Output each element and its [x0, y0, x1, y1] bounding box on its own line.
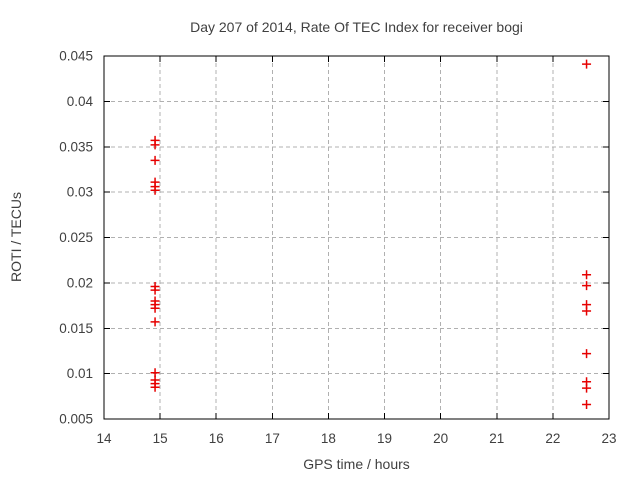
data-point-marker [582, 383, 592, 393]
y-tick-label: 0.02 [67, 275, 93, 290]
data-point-marker [150, 155, 160, 165]
y-tick-label: 0.01 [67, 366, 93, 381]
data-point-marker [150, 317, 160, 327]
x-tick-label: 17 [265, 431, 280, 446]
data-point-marker [582, 281, 592, 291]
y-tick-label: 0.045 [59, 49, 93, 64]
y-tick-label: 0.04 [67, 94, 94, 109]
x-tick-label: 15 [153, 431, 168, 446]
x-tick-label: 21 [489, 431, 504, 446]
data-point-marker [582, 306, 592, 316]
data-point-marker [582, 270, 592, 280]
x-tick-label: 20 [433, 431, 448, 446]
data-point-marker [150, 285, 160, 295]
x-tick-label: 23 [601, 431, 616, 446]
x-tick-label: 19 [377, 431, 392, 446]
y-tick-label: 0.025 [59, 230, 93, 245]
x-tick-label: 18 [321, 431, 336, 446]
chart-title: Day 207 of 2014, Rate Of TEC Index for r… [190, 19, 523, 35]
data-point-marker [582, 399, 592, 409]
data-point-marker [150, 185, 160, 195]
data-point-marker [582, 59, 592, 69]
y-tick-label: 0.005 [59, 412, 93, 427]
data-point-marker [150, 303, 160, 313]
data-point-marker [582, 349, 592, 359]
data-point-marker [150, 140, 160, 150]
y-tick-label: 0.03 [67, 185, 93, 200]
y-tick-label: 0.035 [59, 139, 93, 154]
y-tick-label: 0.015 [59, 321, 93, 336]
data-point-marker [150, 382, 160, 392]
x-axis-title: GPS time / hours [303, 456, 410, 472]
x-tick-label: 14 [96, 431, 112, 446]
x-tick-label: 16 [209, 431, 224, 446]
x-tick-label: 22 [545, 431, 560, 446]
